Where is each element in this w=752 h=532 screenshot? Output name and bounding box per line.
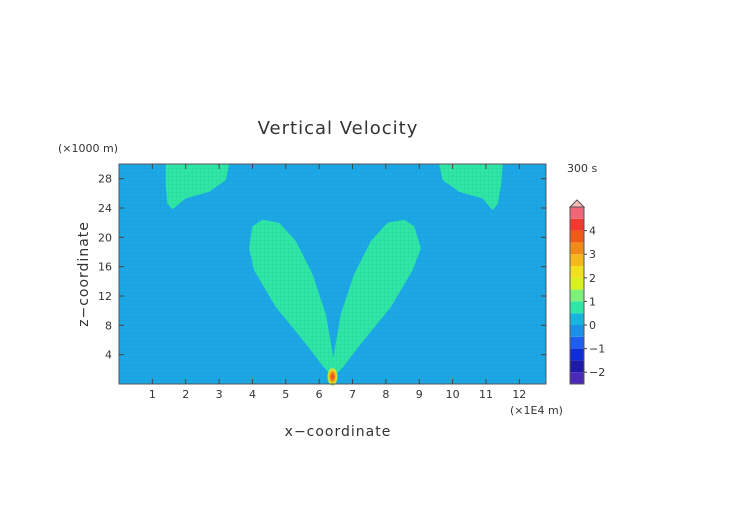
colorbar-overflow-triangle bbox=[568, 199, 586, 208]
y-tick-label: 24 bbox=[98, 202, 112, 215]
colorbar-swatch bbox=[570, 348, 584, 361]
x-tick-label: 1 bbox=[149, 388, 156, 401]
y-tick-label: 12 bbox=[98, 290, 112, 303]
colorbar-swatch bbox=[570, 266, 584, 278]
colorbar-tick-label: 3 bbox=[589, 248, 596, 261]
grid-texture bbox=[119, 164, 546, 384]
colorbar-swatch bbox=[570, 336, 584, 349]
colorbar-swatch bbox=[570, 301, 584, 314]
chart-title: Vertical Velocity bbox=[258, 118, 419, 139]
colorbar-tick-label: −1 bbox=[589, 343, 605, 356]
colorbar-swatch bbox=[570, 207, 584, 219]
x-tick-label: 11 bbox=[479, 388, 493, 401]
colorbar-swatch bbox=[570, 289, 584, 302]
y-tick-label: 4 bbox=[105, 349, 112, 362]
x-axis-label: x−coordinate bbox=[285, 424, 392, 440]
colorbar-tick-label: 0 bbox=[589, 319, 596, 332]
x-tick-label: 4 bbox=[249, 388, 256, 401]
y-tick-label: 28 bbox=[98, 173, 112, 186]
y-tick-label: 20 bbox=[98, 231, 112, 244]
colorbar-swatch bbox=[570, 325, 584, 337]
x-tick-label: 8 bbox=[382, 388, 389, 401]
colorbar-swatch bbox=[570, 218, 584, 231]
time-label: 300 s bbox=[567, 162, 597, 175]
x-tick-label: 5 bbox=[282, 388, 289, 401]
colorbar-frame bbox=[569, 206, 585, 385]
colorbar-tick-label: 1 bbox=[589, 295, 596, 308]
colorbar-swatch bbox=[570, 360, 584, 373]
colorbar-swatch bbox=[570, 254, 584, 266]
y-tick-label: 16 bbox=[98, 261, 112, 274]
y-axis-label: z−coordinate bbox=[76, 221, 92, 327]
colorbar-swatch bbox=[570, 277, 584, 290]
colorbar-tick-label: 2 bbox=[589, 272, 596, 285]
y-tick-label: 8 bbox=[105, 319, 112, 332]
x-tick-label: 2 bbox=[182, 388, 189, 401]
colorbar-swatch bbox=[570, 313, 584, 325]
colorbar-tick-label: 4 bbox=[589, 225, 596, 238]
plot-frame bbox=[118, 163, 547, 385]
x-tick-label: 7 bbox=[349, 388, 356, 401]
colorbar-swatch bbox=[570, 230, 584, 243]
x-tick-label: 6 bbox=[316, 388, 323, 401]
colorbar-swatch bbox=[570, 372, 584, 384]
x-tick-label: 3 bbox=[216, 388, 223, 401]
x-unit-label: (×1E4 m) bbox=[510, 404, 563, 417]
x-tick-label: 9 bbox=[416, 388, 423, 401]
x-tick-label: 12 bbox=[512, 388, 526, 401]
colorbar-swatch bbox=[570, 242, 584, 255]
colorbar-tick-label: −2 bbox=[589, 366, 605, 379]
x-tick-label: 10 bbox=[446, 388, 460, 401]
y-unit-label: (×1000 m) bbox=[58, 142, 118, 155]
